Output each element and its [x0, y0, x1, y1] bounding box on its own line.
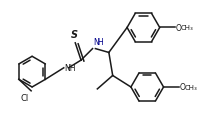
Text: O: O [176, 24, 182, 33]
Text: NH: NH [65, 64, 76, 73]
Text: S: S [71, 30, 78, 40]
Text: O: O [180, 83, 186, 92]
Text: CH₃: CH₃ [185, 85, 197, 91]
Text: H: H [97, 38, 103, 47]
Text: Cl: Cl [20, 94, 29, 103]
Text: N: N [93, 38, 99, 47]
Text: CH₃: CH₃ [181, 25, 194, 32]
